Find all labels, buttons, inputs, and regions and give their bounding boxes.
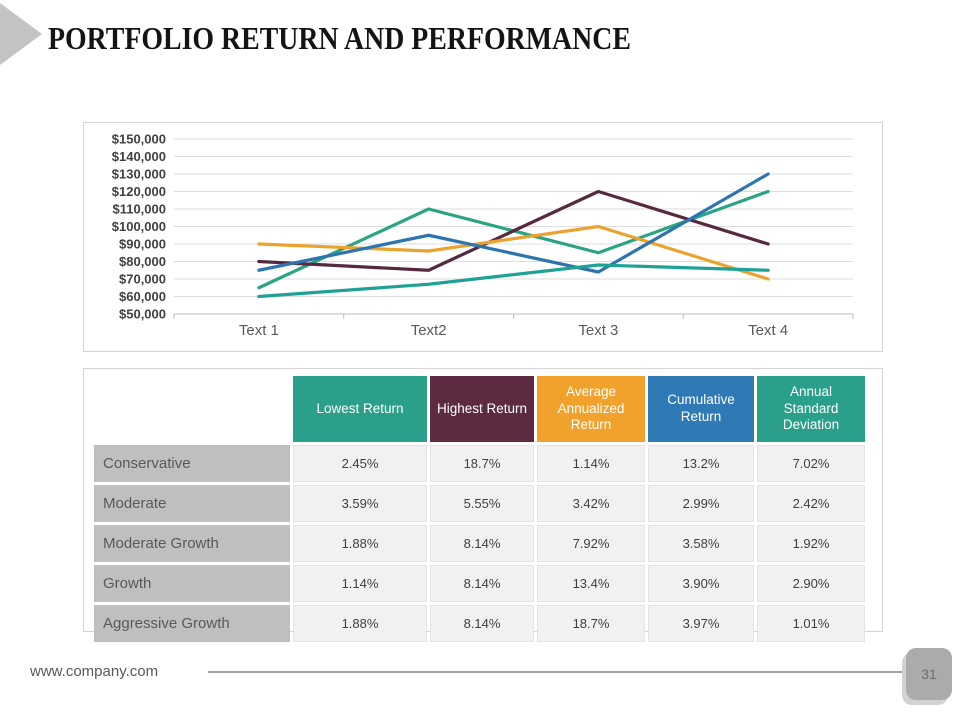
series-line-annual-standard-deviation xyxy=(257,263,770,299)
y-axis-tick-label: $140,000 xyxy=(112,149,166,164)
x-axis-category-label: Text 4 xyxy=(748,322,788,339)
footer-url: www.company.com xyxy=(30,663,159,680)
row-label: Conservative xyxy=(94,445,290,482)
table-card: Lowest Return Highest Return Average Annua… xyxy=(83,368,883,642)
y-axis-tick-label: $70,000 xyxy=(119,272,166,287)
value-cell: 2.90% xyxy=(757,565,865,602)
value-cell: 3.90% xyxy=(648,565,754,602)
row-label: Moderate Growth xyxy=(94,525,290,562)
value-cell: 1.88% xyxy=(293,605,427,642)
value-cell: 8.14% xyxy=(430,565,534,602)
value-cell: 7.02% xyxy=(757,445,865,482)
value-cell: 2.45% xyxy=(293,445,427,482)
x-axis-category-label: Text 1 xyxy=(239,322,279,339)
performance-table: Lowest Return Highest Return Average Annua… xyxy=(91,373,868,645)
table-row: Moderate Growth 1.88% 8.14% 7.92% 3.58% 1.92% xyxy=(94,525,865,562)
table-row: Growth 1.14% 8.14% 13.4% 3.90% 2.90% xyxy=(94,565,865,602)
column-header-average-annualized-return: Average Annualized Return xyxy=(537,376,645,442)
page-number-badge: 31 xyxy=(906,648,952,700)
x-axis-category-label: Text 3 xyxy=(578,322,618,339)
y-axis-tick-label: $90,000 xyxy=(119,237,166,252)
value-cell: 3.97% xyxy=(648,605,754,642)
y-axis-tick-label: $80,000 xyxy=(119,254,166,269)
chart-card: $150,000 $140,000 $130,000 $120,000 $110,000… xyxy=(83,122,883,352)
table-row: Moderate 3.59% 5.55% 3.42% 2.99% 2.42% xyxy=(94,485,865,522)
value-cell: 1.01% xyxy=(757,605,865,642)
y-axis-tick-label: $130,000 xyxy=(112,167,166,182)
value-cell: 1.14% xyxy=(537,445,645,482)
value-cell: 1.88% xyxy=(293,525,427,562)
portfolio-line-chart: $150,000 $140,000 $130,000 $120,000 $110,000… xyxy=(112,132,854,339)
value-cell: 7.92% xyxy=(537,525,645,562)
series-line-average-annualized-return xyxy=(257,224,770,281)
value-cell: 3.59% xyxy=(293,485,427,522)
page-title: PORTFOLIO RETURN AND PERFORMANCE xyxy=(48,22,631,57)
y-axis-tick-label: $60,000 xyxy=(119,289,166,304)
row-label: Aggressive Growth xyxy=(94,605,290,642)
arrow-right-icon xyxy=(0,3,42,65)
row-label: Growth xyxy=(94,565,290,602)
value-cell: 1.14% xyxy=(293,565,427,602)
value-cell: 1.92% xyxy=(757,525,865,562)
column-header-cumulative-return: Cumulative Return xyxy=(648,376,754,442)
series-line-cumulative-return xyxy=(257,172,770,274)
y-axis-tick-label: $50,000 xyxy=(119,307,166,322)
value-cell: 18.7% xyxy=(537,605,645,642)
y-axis-tick-label: $150,000 xyxy=(112,132,166,147)
value-cell: 3.42% xyxy=(537,485,645,522)
value-cell: 13.4% xyxy=(537,565,645,602)
value-cell: 3.58% xyxy=(648,525,754,562)
column-header-highest-return: Highest Return xyxy=(430,376,534,442)
table-row: Aggressive Growth 1.88% 8.14% 18.7% 3.97% 1.0… xyxy=(94,605,865,642)
x-axis-category-label: Text2 xyxy=(411,322,447,339)
value-cell: 8.14% xyxy=(430,605,534,642)
series-line-highest-return xyxy=(257,189,770,272)
value-cell: 2.42% xyxy=(757,485,865,522)
value-cell: 13.2% xyxy=(648,445,754,482)
row-label: Moderate xyxy=(94,485,290,522)
table-row: Conservative 2.45% 18.7% 1.14% 13.2% 7.02% xyxy=(94,445,865,482)
column-header-annual-standard-deviation: Annual Standard Deviation xyxy=(757,376,865,442)
footer-divider xyxy=(208,671,902,673)
table-corner-cell xyxy=(94,376,290,442)
y-axis-tick-label: $110,000 xyxy=(112,202,166,217)
y-axis-tick-label: $100,000 xyxy=(112,219,166,234)
value-cell: 5.55% xyxy=(430,485,534,522)
value-cell: 18.7% xyxy=(430,445,534,482)
y-axis-tick-label: $120,000 xyxy=(112,184,166,199)
value-cell: 2.99% xyxy=(648,485,754,522)
value-cell: 8.14% xyxy=(430,525,534,562)
column-header-lowest-return: Lowest Return xyxy=(293,376,427,442)
